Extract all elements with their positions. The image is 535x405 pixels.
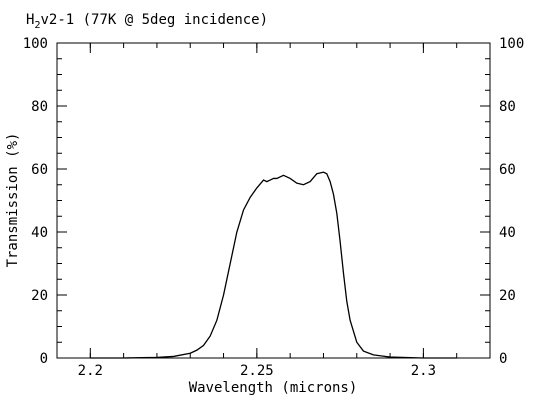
title-rest: v2-1 (77K @ 5deg incidence)	[40, 12, 268, 28]
axis-ticks	[56, 42, 491, 359]
chart-title: H2v2-1 (77K @ 5deg incidence)	[26, 12, 268, 31]
x-tick-label: 2.2	[78, 363, 103, 379]
y-tick-label: 20	[31, 288, 48, 304]
x-tick-label: 2.25	[240, 363, 274, 379]
tick-labels: 2.2 2.25 2.3 0 0 20 20 40 40 60 60 80 80 100 100	[23, 36, 525, 379]
y-tick-label-right: 100	[499, 36, 524, 52]
y-tick-label-right: 60	[499, 162, 516, 178]
x-axis-label: Wavelength (microns)	[189, 380, 358, 396]
y-tick-label: 40	[31, 225, 48, 241]
y-tick-label-right: 40	[499, 225, 516, 241]
y-axis-label: Transmission (%)	[5, 133, 21, 268]
title-subscript: 2	[34, 20, 40, 31]
x-tick-label: 2.3	[411, 363, 436, 379]
y-tick-label-right: 0	[499, 351, 507, 367]
plot-frame	[56, 42, 491, 359]
title-main: H	[26, 12, 34, 28]
transmission-curve	[90, 171, 457, 359]
y-tick-label-right: 80	[499, 99, 516, 115]
y-tick-label: 0	[40, 351, 48, 367]
y-tick-label: 100	[23, 36, 48, 52]
y-tick-label: 60	[31, 162, 48, 178]
y-tick-label-right: 20	[499, 288, 516, 304]
y-tick-label: 80	[31, 99, 48, 115]
